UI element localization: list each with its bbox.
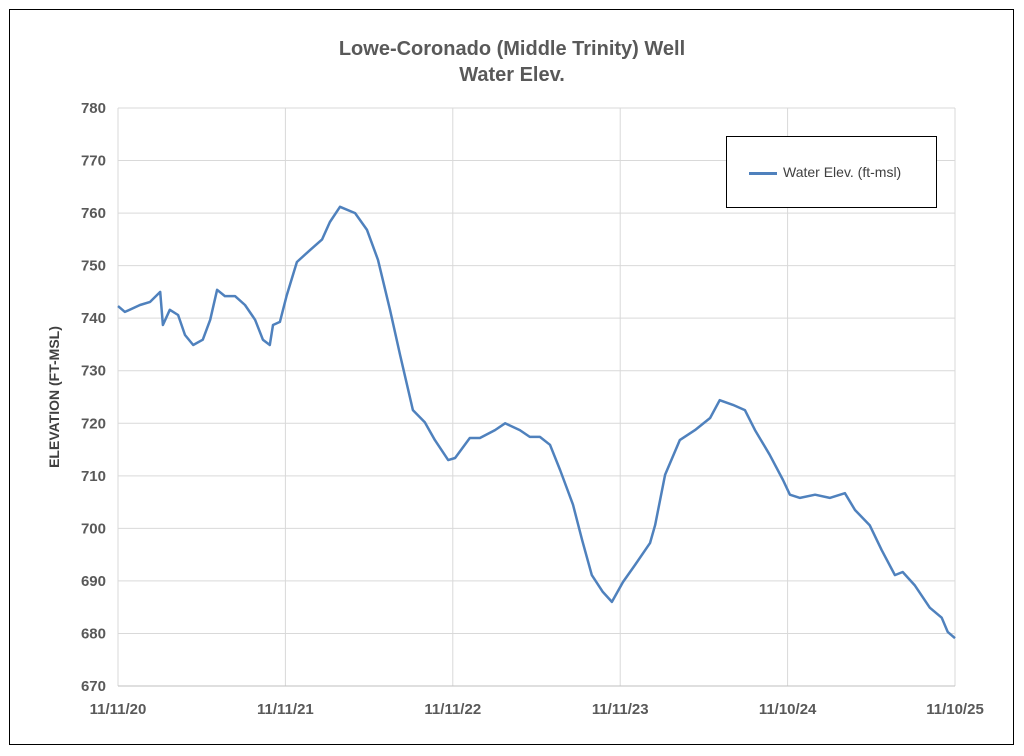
x-tick-label: 11/11/23 (592, 701, 649, 718)
chart-frame (9, 9, 1014, 745)
legend-label: Water Elev. (ft-msl) (783, 164, 902, 180)
y-tick-label: 710 (81, 468, 106, 485)
x-tick-label: 11/10/24 (759, 701, 817, 718)
chart-title-line-1: Lowe-Coronado (Middle Trinity) Well (338, 38, 686, 60)
x-tick-label: 11/10/25 (926, 701, 984, 718)
x-tick-label: 11/11/21 (257, 701, 314, 718)
legend-swatch (749, 172, 777, 175)
x-tick-label: 11/11/20 (90, 701, 147, 718)
legend: Water Elev. (ft-msl) (726, 136, 937, 208)
y-tick-label: 760 (81, 205, 106, 222)
chart-title-line-2: Water Elev. (459, 64, 565, 86)
y-tick-label: 730 (81, 363, 106, 380)
x-tick-label: 11/11/22 (424, 701, 481, 718)
y-tick-label: 700 (81, 520, 106, 537)
y-tick-label: 740 (81, 310, 106, 327)
y-tick-label: 690 (81, 573, 106, 590)
y-tick-label: 670 (81, 678, 106, 695)
y-tick-label: 720 (81, 415, 106, 432)
y-tick-label: 680 (81, 625, 106, 642)
y-tick-label: 770 (81, 153, 106, 170)
chart-title: Lowe-Coronado (Middle Trinity) Well Wate… (0, 36, 1024, 88)
y-tick-label: 780 (81, 100, 106, 117)
y-tick-label: 750 (81, 258, 106, 275)
series-line-water-elev (117, 205, 956, 640)
